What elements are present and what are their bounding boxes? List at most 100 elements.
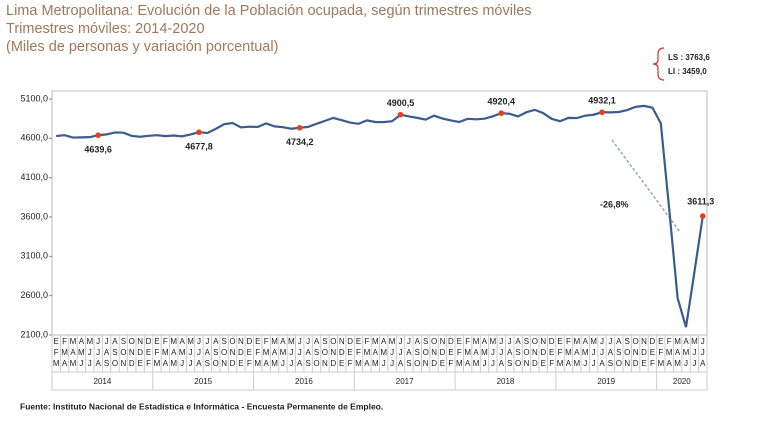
x-tick-label: J [96,348,100,357]
x-tick-label: J [684,359,688,368]
x-tick-label: M [61,348,68,357]
x-tick-label: J [189,359,193,368]
x-tick-label: A [305,348,311,357]
x-tick-label: A [364,359,370,368]
x-tick-label: F [364,337,369,346]
x-tick-label: D [146,337,152,346]
x-tick-label: S [415,348,420,357]
x-tick-label: O [431,337,437,346]
y-tick-label: 2600,0 [20,290,48,300]
x-tick-label: E [54,337,59,346]
x-tick-label: D [440,348,446,357]
data-label: 3611,3 [687,196,714,206]
x-tick-label: M [162,348,169,357]
x-tick-label: O [112,359,118,368]
x-tick-label: N [339,337,345,346]
x-tick-label: D [129,359,135,368]
x-tick-label: O [129,337,135,346]
x-tick-label: M [263,348,270,357]
x-tick-label: A [566,359,572,368]
x-tick-label: D [650,337,656,346]
x-tick-label: J [96,337,100,346]
x-tick-label: S [423,337,428,346]
x-tick-label: M [590,337,597,346]
y-tick-label: 3100,0 [20,251,48,261]
x-tick-label: N [330,348,336,357]
arrow [611,139,681,233]
x-tick-label: M [674,359,681,368]
x-tick-label: E [549,348,554,357]
x-tick-label: M [170,337,177,346]
year-label: 2020 [673,377,691,386]
x-tick-label: A [373,348,379,357]
x-tick-label: O [414,359,420,368]
chart-subtitle: Trimestres móviles: 2014-2020 [6,21,205,37]
brace [652,47,665,81]
x-tick-label: O [213,359,219,368]
x-tick-label: A [473,348,479,357]
y-tick-label: 5100,0 [20,93,48,103]
x-tick-label: O [616,359,622,368]
x-tick-label: O [221,348,227,357]
x-tick-label: N [440,337,446,346]
x-tick-label: F [448,359,453,368]
x-tick-label: A [104,348,110,357]
x-tick-label: O [313,359,319,368]
x-tick-label: A [599,359,605,368]
x-tick-label: J [692,359,696,368]
x-tick-label: N [624,359,630,368]
x-tick-label: F [558,348,563,357]
x-tick-label: J [205,337,209,346]
x-tick-label: N [423,359,429,368]
x-tick-label: M [565,348,572,357]
x-tick-label: J [88,359,92,368]
x-tick-label: J [390,348,394,357]
plot-border [51,90,708,336]
x-tick-label: J [197,348,201,357]
x-tick-label: D [230,359,236,368]
x-tick-label: M [473,337,480,346]
point-marker [599,109,605,116]
x-tick-label: S [608,359,613,368]
x-tick-label: A [608,348,614,357]
data-label: 4900,5 [387,98,415,108]
x-tick-label: J [608,337,612,346]
x-tick-label: J [508,337,512,346]
x-tick-label: F [650,359,655,368]
x-tick-label: A [482,337,488,346]
x-tick-label: F [658,348,663,357]
x-tick-label: E [339,359,344,368]
x-tick-label: E [347,348,352,357]
x-tick-label: O [322,348,328,357]
x-tick-label: A [297,359,303,368]
x-tick-label: N [524,359,530,368]
x-tick-label: A [700,359,706,368]
annotation: -26,8% [600,199,629,209]
x-tick-label: J [79,359,83,368]
x-tick-label: A [205,348,211,357]
x-tick-label: M [53,359,60,368]
x-tick-label: E [641,359,646,368]
x-tick-label: M [683,348,690,357]
x-tick-label: J [482,359,486,368]
x-tick-label: M [380,348,387,357]
x-tick-label: M [389,337,396,346]
x-tick-label: D [549,337,555,346]
x-tick-label: A [163,359,169,368]
x-tick-label: J [499,337,503,346]
x-tick-label: O [120,348,126,357]
year-label: 2019 [597,377,615,386]
x-tick-label: A [675,348,681,357]
x-tick-label: A [112,337,118,346]
x-tick-label: D [633,359,639,368]
x-tick-label: J [600,337,604,346]
x-tick-label: D [347,337,353,346]
x-tick-label: E [138,359,143,368]
x-tick-label: S [205,359,210,368]
x-tick-label: F [356,348,361,357]
x-tick-label: M [271,337,278,346]
data-label: 4932,1 [588,96,616,106]
x-tick-label: M [574,359,581,368]
x-tick-label: J [189,348,193,357]
